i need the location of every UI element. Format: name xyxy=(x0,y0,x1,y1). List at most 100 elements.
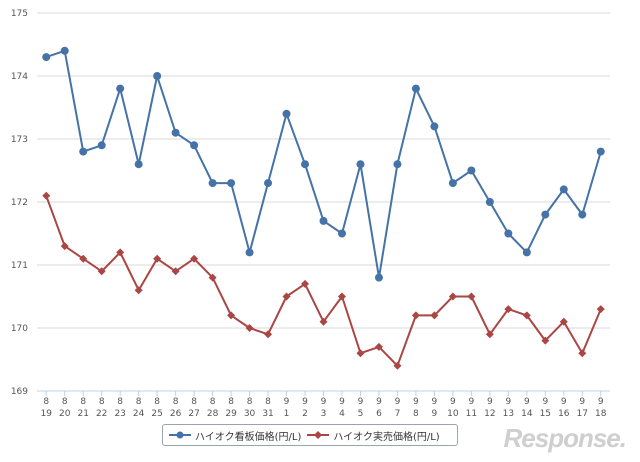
data-point-diamond[interactable] xyxy=(282,292,291,301)
data-point-diamond[interactable] xyxy=(134,286,143,295)
data-point-diamond[interactable] xyxy=(448,292,457,301)
x-tick-label-month: 8 xyxy=(247,397,253,407)
data-point-circle[interactable] xyxy=(541,210,550,219)
data-point-circle[interactable] xyxy=(374,273,383,282)
data-point-circle[interactable] xyxy=(596,147,605,156)
data-point-circle[interactable] xyxy=(319,216,328,225)
data-point-circle[interactable] xyxy=(356,160,365,169)
data-point-diamond[interactable] xyxy=(485,330,494,339)
data-point-circle[interactable] xyxy=(522,248,531,257)
data-point-circle[interactable] xyxy=(430,122,439,131)
x-axis: 8198208218228238248258268278288298308319… xyxy=(37,390,610,419)
data-point-circle[interactable] xyxy=(190,141,199,150)
x-tick-label-month: 9 xyxy=(524,397,530,407)
data-point-circle[interactable] xyxy=(97,141,106,150)
data-point-diamond[interactable] xyxy=(97,267,106,276)
x-tick-label-month: 8 xyxy=(80,397,86,407)
y-tick-label: 170 xyxy=(11,324,28,334)
data-point-diamond[interactable] xyxy=(430,311,439,320)
legend-circle-marker-icon xyxy=(169,431,191,439)
x-tick-label-day: 14 xyxy=(521,409,533,419)
data-point-circle[interactable] xyxy=(301,160,310,169)
x-tick-label-day: 13 xyxy=(503,409,514,419)
x-tick-label-month: 9 xyxy=(487,397,493,407)
data-point-diamond[interactable] xyxy=(60,242,69,251)
x-tick-label-month: 9 xyxy=(376,397,382,407)
data-point-diamond[interactable] xyxy=(522,311,531,320)
data-point-diamond[interactable] xyxy=(319,317,328,326)
data-point-diamond[interactable] xyxy=(541,336,550,345)
data-point-circle[interactable] xyxy=(134,160,143,169)
data-point-diamond[interactable] xyxy=(467,292,476,301)
data-point-circle[interactable] xyxy=(282,109,291,118)
legend-diamond-marker-icon xyxy=(307,431,330,439)
legend-item-signboard-price[interactable]: ハイオク看板価格(円/L) xyxy=(169,428,301,443)
data-point-circle[interactable] xyxy=(337,229,346,238)
data-point-diamond[interactable] xyxy=(79,254,88,263)
data-point-circle[interactable] xyxy=(448,179,457,188)
data-point-diamond[interactable] xyxy=(559,317,568,326)
data-point-diamond[interactable] xyxy=(411,311,420,320)
x-tick-label-day: 26 xyxy=(170,409,182,419)
x-tick-label-day: 18 xyxy=(595,409,607,419)
x-tick-label-month: 8 xyxy=(154,397,160,407)
legend-label-signboard-price: ハイオク看板価格(円/L) xyxy=(195,431,302,443)
data-point-diamond[interactable] xyxy=(504,305,513,314)
data-point-diamond[interactable] xyxy=(153,254,162,263)
x-tick-label-month: 8 xyxy=(210,397,216,407)
y-tick-label: 175 xyxy=(11,9,28,19)
data-point-circle[interactable] xyxy=(42,53,51,62)
x-tick-label-month: 9 xyxy=(542,397,548,407)
data-point-circle[interactable] xyxy=(116,84,125,93)
x-tick-label-day: 10 xyxy=(447,409,459,419)
data-point-circle[interactable] xyxy=(578,210,587,219)
data-point-diamond[interactable] xyxy=(245,324,254,332)
x-tick-label-day: 27 xyxy=(188,409,199,419)
data-point-diamond[interactable] xyxy=(578,349,587,358)
x-tick-label-month: 9 xyxy=(598,397,604,407)
legend-item-actual-price[interactable]: ハイオク実売価格(円/L) xyxy=(307,428,440,443)
x-tick-label-month: 9 xyxy=(561,397,567,407)
data-point-circle[interactable] xyxy=(559,185,568,194)
data-point-circle[interactable] xyxy=(504,229,513,238)
x-tick-label-month: 9 xyxy=(339,397,345,407)
data-point-circle[interactable] xyxy=(171,128,180,137)
x-tick-label-day: 30 xyxy=(244,409,256,419)
data-point-diamond[interactable] xyxy=(337,292,346,301)
x-tick-label-month: 8 xyxy=(191,397,197,407)
data-point-circle[interactable] xyxy=(227,179,236,188)
data-point-circle[interactable] xyxy=(485,198,494,206)
x-tick-label-day: 15 xyxy=(540,409,551,419)
data-point-diamond[interactable] xyxy=(227,311,236,320)
data-point-circle[interactable] xyxy=(467,166,476,175)
data-point-diamond[interactable] xyxy=(301,279,310,288)
x-tick-label-month: 9 xyxy=(505,397,511,407)
x-tick-label-day: 28 xyxy=(207,409,219,419)
response-watermark-logo: Response. xyxy=(503,423,627,453)
x-tick-label-day: 20 xyxy=(59,409,71,419)
data-point-diamond[interactable] xyxy=(171,267,180,276)
data-point-diamond[interactable] xyxy=(116,248,125,257)
y-tick-label: 172 xyxy=(11,198,28,208)
data-point-diamond[interactable] xyxy=(356,349,365,358)
x-tick-label-month: 8 xyxy=(136,397,142,407)
series-group xyxy=(42,46,605,370)
data-point-diamond[interactable] xyxy=(264,330,273,339)
data-point-diamond[interactable] xyxy=(42,191,51,200)
data-point-circle[interactable] xyxy=(393,160,402,169)
legend-label-actual-price: ハイオク実売価格(円/L) xyxy=(333,431,440,443)
data-point-diamond[interactable] xyxy=(190,254,199,263)
data-point-circle[interactable] xyxy=(153,72,162,80)
data-point-diamond[interactable] xyxy=(374,342,383,351)
x-tick-label-day: 12 xyxy=(484,409,495,419)
data-point-circle[interactable] xyxy=(79,147,88,156)
data-point-diamond[interactable] xyxy=(393,361,402,370)
data-point-circle[interactable] xyxy=(411,84,420,93)
data-point-diamond[interactable] xyxy=(596,305,605,314)
data-point-circle[interactable] xyxy=(264,179,273,188)
x-tick-label-month: 9 xyxy=(395,397,401,407)
data-point-circle[interactable] xyxy=(60,46,69,55)
data-point-circle[interactable] xyxy=(208,179,217,188)
data-point-diamond[interactable] xyxy=(208,273,217,282)
data-point-circle[interactable] xyxy=(245,248,254,257)
